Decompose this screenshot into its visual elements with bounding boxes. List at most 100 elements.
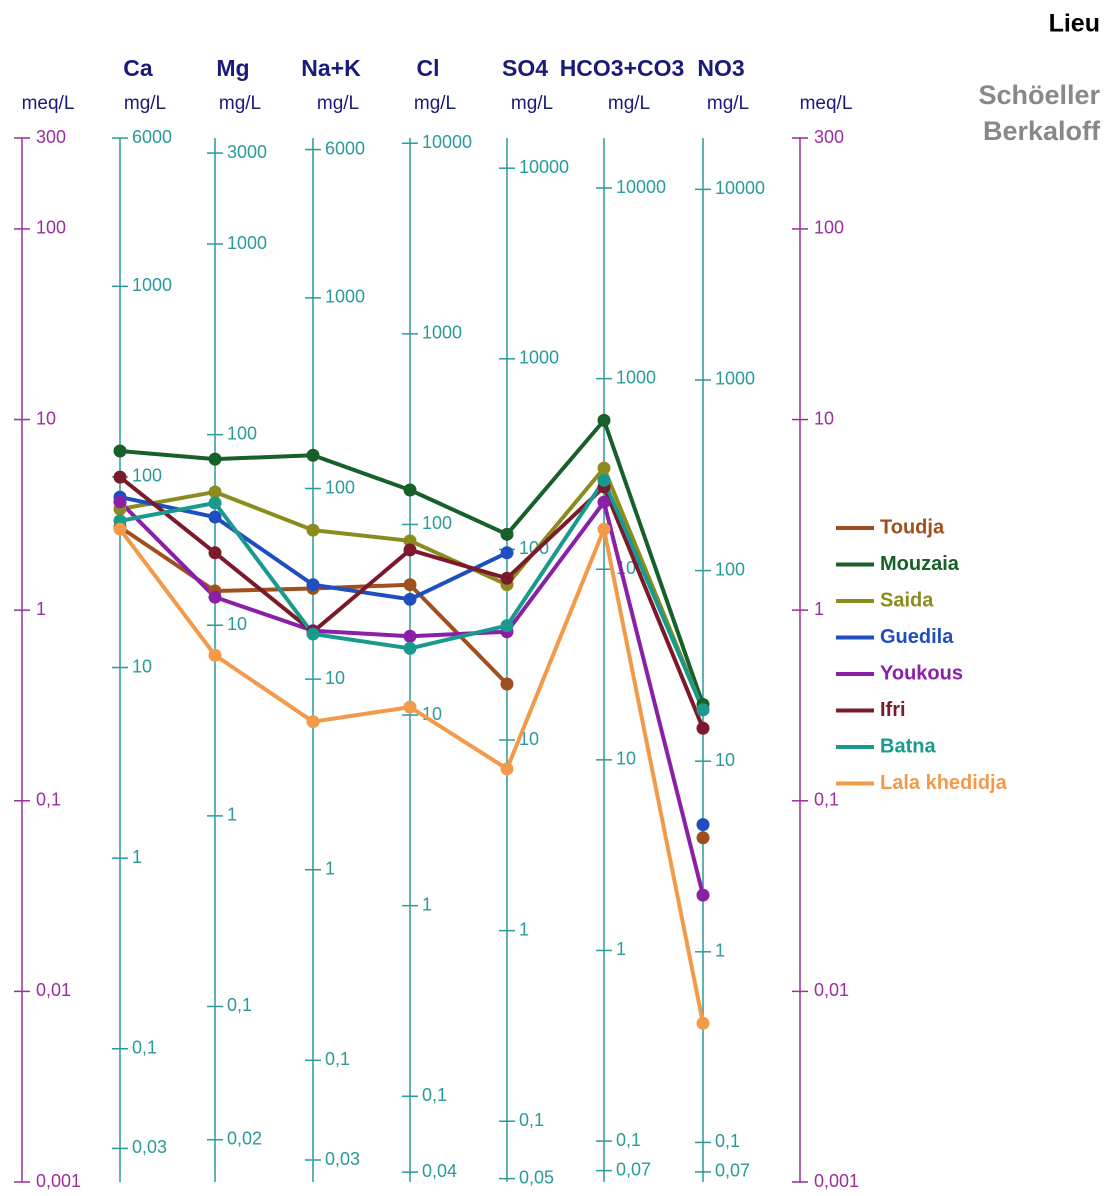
legend-label: Batna — [880, 735, 936, 757]
y-tick-label: 300 — [36, 127, 66, 147]
y-tick-label: 0,03 — [325, 1149, 360, 1169]
y-tick-label: 100 — [422, 513, 452, 533]
y-tick-label: 100 — [814, 218, 844, 238]
y-tick-label: 100 — [227, 423, 257, 443]
y-tick-label: 0,04 — [422, 1161, 457, 1181]
axis-unit: meq/L — [22, 93, 75, 114]
y-tick-label: 1 — [422, 894, 432, 914]
y-tick-label: 10000 — [715, 178, 765, 198]
legend-label: Saida — [880, 589, 934, 611]
data-point — [208, 590, 222, 604]
y-tick-label: 0,1 — [616, 1130, 641, 1150]
y-tick-label: 0,1 — [132, 1038, 157, 1058]
data-point — [403, 534, 417, 548]
y-tick-label: 0,07 — [616, 1159, 651, 1179]
data-point — [208, 452, 222, 466]
y-tick-label: 1000 — [422, 323, 462, 343]
axis-unit: mg/L — [219, 93, 261, 114]
data-point — [208, 496, 222, 510]
y-tick-label: 1 — [36, 599, 46, 619]
y-tick-label: 6000 — [132, 127, 172, 147]
y-tick-label: 10 — [814, 408, 834, 428]
y-tick-label: 0,1 — [325, 1049, 350, 1069]
y-tick-label: 1 — [814, 599, 824, 619]
y-tick-label: 0,1 — [422, 1085, 447, 1105]
data-point — [113, 495, 127, 509]
y-tick-label: 0,07 — [715, 1161, 750, 1181]
y-tick-label: 10000 — [422, 132, 472, 152]
data-point — [696, 721, 710, 735]
legend-label: Lala khedidja — [880, 772, 1008, 794]
y-tick-label: 1000 — [132, 275, 172, 295]
y-tick-label: 10 — [519, 729, 539, 749]
y-tick-label: 1000 — [227, 233, 267, 253]
y-tick-label: 300 — [814, 127, 844, 147]
y-tick-label: 100 — [132, 466, 162, 486]
y-tick-label: 10 — [715, 750, 735, 770]
y-tick-label: 0,01 — [36, 980, 71, 1000]
y-tick-label: 100 — [715, 559, 745, 579]
y-tick-label: 10 — [616, 749, 636, 769]
legend-label: Mouzaia — [880, 553, 960, 575]
data-point — [306, 715, 320, 729]
data-point — [306, 448, 320, 462]
y-tick-label: 1000 — [616, 367, 656, 387]
y-tick-label: 0,05 — [519, 1167, 554, 1187]
y-tick-label: 1 — [715, 941, 725, 961]
data-point — [696, 703, 710, 717]
legend-label: Youkous — [880, 662, 963, 684]
data-point — [597, 495, 611, 509]
y-tick-label: 1000 — [715, 369, 755, 389]
y-tick-label: 0,1 — [227, 995, 252, 1015]
y-tick-label: 1 — [616, 939, 626, 959]
axis-unit: meq/L — [800, 93, 853, 114]
data-point — [696, 818, 710, 832]
column-header: HCO3+CO3 — [560, 55, 685, 81]
y-tick-label: 3000 — [227, 142, 267, 162]
data-point — [113, 444, 127, 458]
data-point — [403, 641, 417, 655]
data-point — [500, 677, 514, 691]
y-tick-label: 0,001 — [36, 1171, 81, 1191]
data-point — [306, 523, 320, 537]
y-tick-label: 10 — [132, 656, 152, 676]
axis-unit: mg/L — [608, 93, 650, 114]
y-tick-label: 10 — [227, 614, 247, 634]
data-point — [208, 546, 222, 560]
data-point — [403, 592, 417, 606]
data-point — [208, 648, 222, 662]
axis-unit: mg/L — [124, 93, 166, 114]
data-point — [403, 543, 417, 557]
data-point — [403, 578, 417, 592]
column-header: NO3 — [697, 55, 744, 81]
y-tick-label: 100 — [36, 218, 66, 238]
data-point — [696, 1016, 710, 1030]
data-point — [500, 571, 514, 585]
y-tick-label: 0,1 — [814, 790, 839, 810]
y-tick-label: 0,02 — [227, 1128, 262, 1148]
data-point — [696, 888, 710, 902]
y-tick-label: 6000 — [325, 138, 365, 158]
y-tick-label: 10 — [36, 408, 56, 428]
data-point — [113, 470, 127, 484]
legend-label: Guedila — [880, 626, 954, 648]
axis-unit: mg/L — [414, 93, 456, 114]
y-tick-label: 10 — [325, 668, 345, 688]
column-header: Ca — [123, 55, 153, 81]
y-tick-label: 1000 — [519, 348, 559, 368]
data-point — [696, 831, 710, 845]
y-tick-label: 1 — [325, 858, 335, 878]
y-tick-label: 10000 — [616, 177, 666, 197]
y-tick-label: 0,1 — [519, 1110, 544, 1130]
data-point — [597, 413, 611, 427]
column-header: SO4 — [502, 55, 548, 81]
y-tick-label: 1 — [132, 847, 142, 867]
data-point — [500, 619, 514, 633]
axis-unit: mg/L — [317, 93, 359, 114]
data-point — [208, 510, 222, 524]
data-point — [403, 483, 417, 497]
y-tick-label: 0,1 — [36, 790, 61, 810]
data-point — [306, 578, 320, 592]
y-tick-label: 0,01 — [814, 980, 849, 1000]
